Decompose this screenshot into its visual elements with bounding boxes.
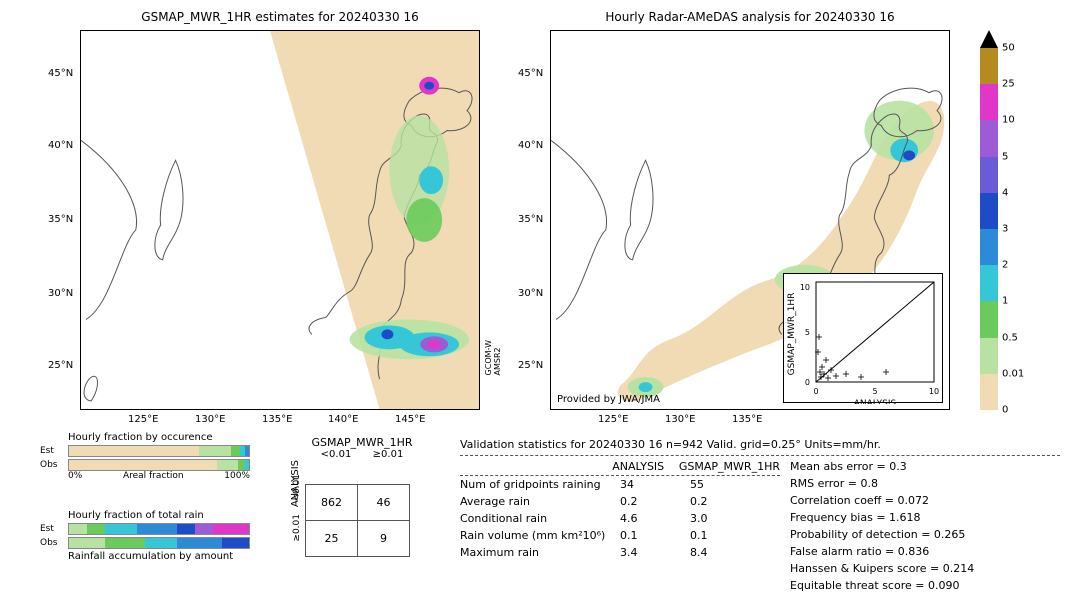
scatter-ylabel: GSMAP_MWR_1HR [787,293,797,376]
colorbar: 502510543210.50.010 [980,30,1000,410]
right-ytick: 45°N [518,68,543,79]
right-map: Provided by JWA/JMA [550,30,950,410]
left-ytick: 45°N [48,68,73,79]
contingency-table: GSMAP_MWR_1HR <0.01 ≥0.01 ANALYSIS 86246… [290,436,414,507]
svg-text:5: 5 [805,328,810,337]
right-ytick: 25°N [518,360,543,371]
scatter-inset: 0 5 10 0 5 10 ANALYSIS GSMAP_MWR_1HR [783,273,943,403]
left-xtick: 125°E [128,414,158,425]
svg-text:10: 10 [800,283,810,292]
left-xtick: 145°E [395,414,425,425]
right-xtick: 130°E [665,414,695,425]
left-ytick: 40°N [48,140,73,151]
left-ytick: 25°N [48,360,73,371]
scatter-xlabel: ANALYSIS [854,399,897,404]
svg-text:0: 0 [805,378,810,387]
svg-text:0: 0 [813,387,818,396]
right-ytick: 35°N [518,214,543,225]
validation-stats: Validation statistics for 20240330 16 n=… [460,436,1060,594]
satellite-label: GCOM-W AMSR2 [484,340,502,375]
right-ytick: 40°N [518,140,543,151]
left-xtick: 135°E [262,414,292,425]
left-xtick: 130°E [195,414,225,425]
right-xtick: 125°E [598,414,628,425]
left-ytick: 35°N [48,214,73,225]
occurrence-chart: Hourly fraction by occurence Est Obs 0% … [40,432,250,481]
right-xtick: 135°E [732,414,762,425]
left-map [80,30,480,410]
left-map-title: GSMAP_MWR_1HR estimates for 20240330 16 [80,10,480,24]
left-xtick: 140°E [328,414,358,425]
svg-text:10: 10 [929,387,939,396]
provider-label: Provided by JWA/JMA [557,394,660,405]
right-ytick: 30°N [518,288,543,299]
left-ytick: 30°N [48,288,73,299]
totalrain-chart: Hourly fraction of total rain Est Obs Ra… [40,510,250,562]
svg-text:5: 5 [872,387,877,396]
right-map-title: Hourly Radar-AMeDAS analysis for 2024033… [550,10,950,24]
